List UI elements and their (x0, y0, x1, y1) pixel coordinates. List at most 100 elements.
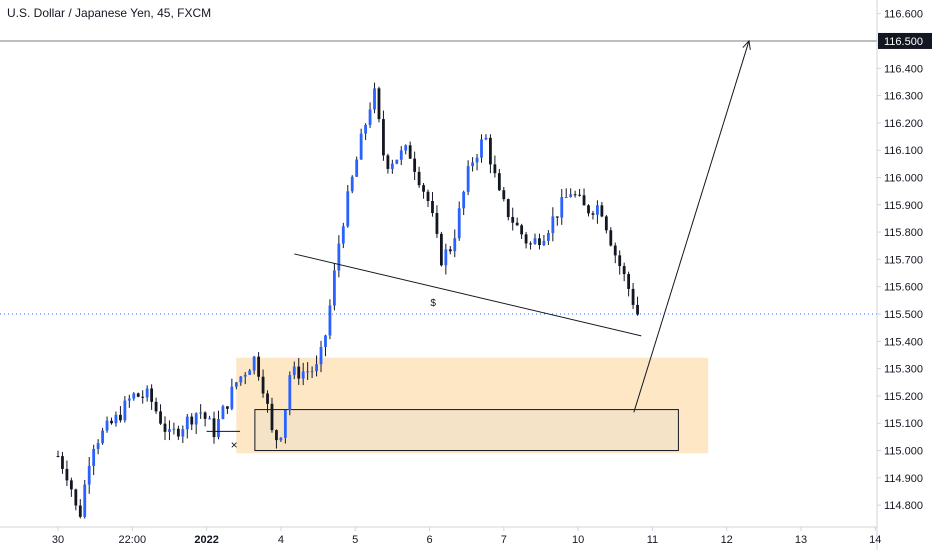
candle-body (515, 222, 519, 226)
candle-body (239, 376, 243, 383)
candle-body (596, 205, 599, 215)
candle-body (65, 468, 69, 481)
price-tick-label: 115.800 (884, 227, 923, 239)
candle-body (636, 304, 639, 315)
candle (444, 243, 448, 275)
candle (301, 362, 305, 386)
candle-body (257, 356, 261, 377)
candle (324, 334, 327, 357)
candle-body (346, 191, 350, 227)
candle (426, 189, 430, 208)
candle (114, 411, 118, 427)
candle-body (234, 382, 238, 387)
time-axis[interactable]: 30 22:00 2022 4 5 6 7 10 11 12 13 14 (0, 526, 881, 546)
price-tick-label: 114.800 (884, 500, 923, 512)
candle-body (417, 171, 421, 186)
candle (56, 450, 60, 458)
candle (515, 217, 519, 226)
candles-layer (56, 82, 639, 519)
candle (627, 271, 631, 297)
candle-body (297, 366, 301, 379)
candle-body (203, 412, 207, 419)
candle-body (328, 305, 332, 336)
candle-body (502, 190, 506, 200)
candle (569, 188, 573, 198)
drawings-layer[interactable]: ×$ (0, 39, 877, 452)
candle (185, 414, 189, 439)
candle-body (613, 245, 617, 256)
candle (87, 456, 91, 494)
candle-body (573, 194, 577, 196)
candle-body (114, 414, 118, 424)
trendline[interactable] (294, 253, 642, 337)
candle (435, 205, 439, 238)
candle-body (279, 437, 283, 441)
candle (382, 110, 385, 161)
candle (83, 479, 87, 519)
price-tick-label: 115.900 (884, 200, 923, 212)
candle (136, 392, 140, 398)
projection-arrow-line[interactable] (633, 40, 750, 413)
candle-body (141, 396, 145, 398)
candle-body (163, 423, 167, 432)
candle-body (435, 213, 439, 234)
candle-body (261, 376, 265, 394)
candle-body (310, 371, 314, 373)
candle-body (426, 191, 430, 202)
candle (551, 207, 555, 242)
candle (252, 355, 256, 375)
candle (631, 283, 635, 310)
price-tick-label: 116.400 (884, 63, 923, 75)
candle (373, 82, 376, 114)
candle (346, 184, 350, 228)
time-tick-label: 11 (647, 534, 658, 546)
candle-body (373, 88, 376, 110)
candle (310, 366, 314, 379)
candle (386, 153, 390, 174)
candle (194, 412, 198, 434)
candle-body (230, 386, 234, 409)
candle (520, 223, 524, 239)
candle-body (199, 412, 203, 414)
price-axis[interactable]: 114.800 114.900 115.000 115.100 115.200 115.3… (876, 0, 932, 550)
candle-body (493, 164, 497, 174)
candle (341, 222, 345, 249)
candle-body (457, 208, 461, 239)
candle (413, 151, 417, 181)
candle-body (69, 480, 73, 490)
candle-body (386, 155, 390, 169)
time-tick-label: 6 (426, 534, 432, 546)
candle (203, 411, 207, 427)
price-tick-label: 116.100 (884, 145, 923, 157)
candle-body (524, 234, 528, 244)
candle-body (208, 418, 211, 420)
candle-body (119, 414, 122, 421)
target-price-badge (878, 32, 932, 49)
candle-body (270, 403, 274, 431)
candle (368, 102, 372, 128)
candle (533, 233, 537, 245)
candle (332, 262, 336, 311)
candle-body (359, 133, 363, 160)
candle (422, 182, 425, 199)
candle-body (511, 217, 515, 223)
price-tick-label: 115.700 (884, 254, 923, 266)
candle-body (413, 158, 417, 172)
candle-body (462, 191, 466, 209)
target-price-badge-label: 116.500 (884, 36, 923, 48)
candle (337, 235, 341, 278)
candle (306, 362, 310, 380)
candle (199, 404, 203, 419)
candle (270, 397, 274, 433)
candle-body (489, 137, 492, 165)
candle (453, 229, 457, 258)
candle-body (569, 194, 573, 198)
candle-body (395, 159, 399, 164)
candle (506, 198, 510, 221)
candle (239, 375, 243, 386)
entry-box[interactable] (254, 409, 679, 452)
candle (168, 420, 171, 441)
candle (181, 425, 185, 444)
candle (350, 175, 354, 194)
